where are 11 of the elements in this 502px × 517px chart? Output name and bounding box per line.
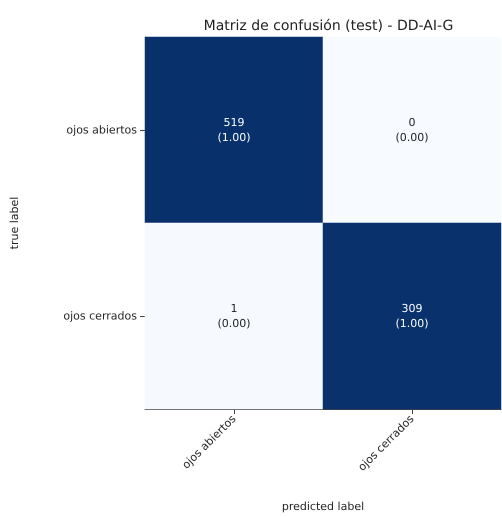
annotation: (0.00) (217, 317, 251, 330)
annotation: (0.00) (395, 131, 429, 144)
y-axis-title: true label (8, 196, 21, 250)
annotation: (1.00) (217, 131, 251, 144)
annotation: (1.00) (395, 317, 429, 330)
chart-title: Matriz de confusión (test) - DD-AI-G (204, 18, 454, 34)
data-label: 309 (402, 302, 422, 315)
data-label: 0 (408, 116, 416, 129)
data-label: 519 (224, 116, 244, 129)
data-label: 1 (230, 302, 238, 315)
x-axis-title: predicted label (282, 500, 364, 513)
